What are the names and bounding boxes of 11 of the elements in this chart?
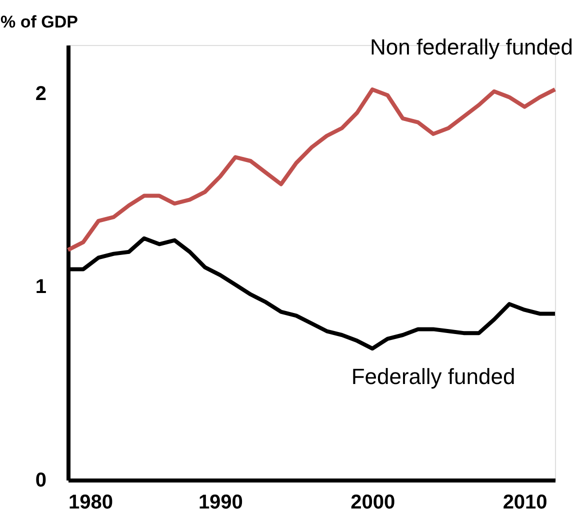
x-tick-label: 1990: [198, 492, 243, 514]
series-label: Non federally funded: [370, 34, 573, 60]
y-tick-label: 1: [35, 276, 46, 298]
y-axis-title: % of GDP: [0, 12, 78, 32]
x-tick-label: 2000: [350, 492, 396, 514]
line-series: [66, 87, 557, 252]
x-tick-label: 1980: [68, 492, 113, 514]
y-tick-label: 0: [35, 470, 46, 492]
y-tick-label: 2: [35, 82, 46, 105]
x-tick-label: 2010: [502, 492, 548, 514]
series-label: Federally funded: [351, 364, 516, 390]
